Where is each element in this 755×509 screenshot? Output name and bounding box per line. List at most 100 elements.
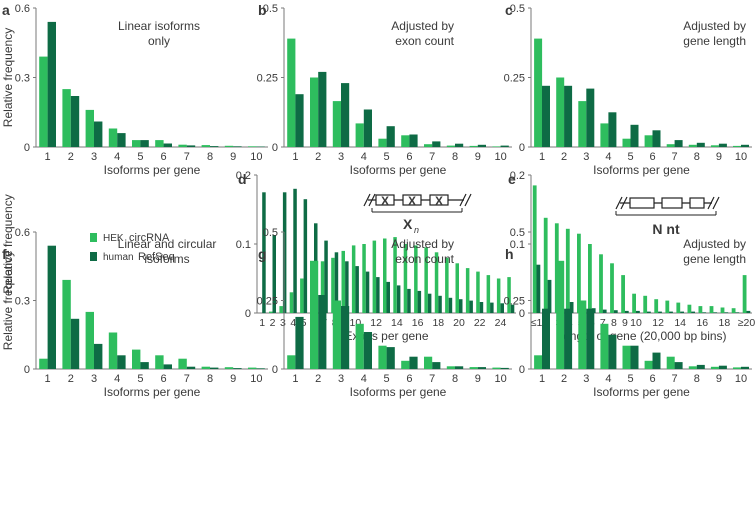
bar-refseq [647, 311, 651, 313]
panel-title-line: exon count [395, 252, 454, 266]
bar-hek [578, 101, 587, 147]
bar-refseq [602, 309, 607, 313]
bar-hek [401, 135, 410, 147]
bar-hek [492, 367, 501, 369]
panel-letter: e [508, 171, 516, 187]
bar-refseq [718, 143, 727, 147]
bar-hek [742, 275, 747, 313]
y-tick-label: 0.25 [257, 73, 278, 85]
bar-refseq [741, 144, 749, 147]
x-tick-label: 14 [391, 317, 403, 329]
y-tick-label: 0 [272, 142, 278, 154]
x-tick-label: 8 [207, 151, 213, 163]
exon-box [429, 194, 449, 206]
y-tick-label: 0.3 [15, 296, 30, 308]
bar-hek [733, 145, 741, 147]
bar-refseq [564, 308, 573, 369]
bar-hek [424, 247, 428, 313]
x-tick-label: 3 [91, 151, 97, 163]
bar-hek [378, 345, 387, 369]
bar-hek [643, 295, 648, 314]
panel-letter: d [238, 171, 247, 187]
bar-refseq [455, 366, 464, 369]
bar-hek [476, 271, 480, 313]
bar-hek [310, 77, 319, 147]
bar-hek [289, 292, 294, 313]
bar-refseq [293, 188, 297, 313]
y-tick-label: 0.25 [257, 296, 278, 308]
x-tick-label: 6 [161, 373, 167, 385]
bar-refseq [324, 240, 328, 313]
exon-schematic-icon: X X XX n [363, 193, 472, 235]
y-axis-label: Relative frequency [1, 194, 15, 293]
bar-hek [351, 245, 356, 313]
schematic-slash [368, 193, 376, 207]
bar-refseq [417, 290, 422, 313]
bar-hek [720, 307, 725, 313]
bar-hek [383, 238, 387, 313]
x-tick-label: 10 [250, 373, 262, 385]
x-tick-label: 1 [45, 373, 51, 385]
bar-hek [155, 140, 164, 147]
x-tick-label: 7 [184, 373, 190, 385]
x-tick-label: 2 [315, 151, 321, 163]
exon-box [375, 194, 395, 206]
panel-title-line: gene length [683, 34, 746, 48]
y-tick-label: 0.2 [510, 170, 525, 182]
bar-hek [132, 140, 141, 147]
bar-refseq [94, 121, 103, 147]
bar-hek [155, 355, 164, 369]
bar-refseq [586, 308, 595, 369]
bar-hek [556, 77, 565, 147]
y-tick-label: 0 [24, 142, 30, 154]
bar-hek [85, 109, 94, 147]
schematic-slash [712, 196, 720, 210]
y-tick-label: 0 [245, 308, 251, 320]
bar-hek [372, 240, 377, 313]
x-tick-label: 6 [406, 151, 412, 163]
x-tick-label: 12 [370, 317, 382, 329]
bar-refseq [334, 252, 339, 313]
x-tick-label: 3 [583, 151, 589, 163]
bar-hek [132, 349, 141, 369]
y-tick-label: 0.5 [510, 227, 525, 239]
gene-length-label: N nt [652, 221, 680, 237]
x-tick-label: 6 [406, 373, 412, 385]
x-tick-label: 1 [259, 317, 265, 329]
bar-refseq [272, 235, 276, 313]
bar-refseq [233, 146, 242, 147]
bar-hek [248, 367, 257, 369]
panel-title-line: exon count [395, 34, 454, 48]
bar-hek [632, 293, 636, 313]
legend: HEK circRNA human RefSeq [90, 232, 175, 263]
bar-hek [108, 332, 118, 369]
x-axis-label: Isoforms per gene [593, 163, 690, 177]
bar-hek [378, 138, 387, 147]
bar-refseq [718, 365, 727, 369]
bar-hek [62, 279, 71, 369]
bar-refseq [713, 312, 718, 313]
bar-hek [665, 300, 670, 313]
bar-hek [401, 360, 410, 369]
y-tick-label: 0 [519, 142, 525, 154]
bar-hek [62, 89, 71, 147]
exon-count-subscript: n [414, 225, 419, 235]
x-tick-label: 18 [432, 317, 444, 329]
bar-refseq [210, 367, 219, 369]
bar-refseq [70, 96, 80, 147]
x-axis-label: Isoforms per gene [350, 385, 447, 399]
bar-hek [320, 261, 325, 314]
bar-hek [698, 306, 703, 313]
bar-hek [666, 144, 675, 147]
bar-refseq [233, 368, 242, 369]
bar-hek [331, 257, 335, 313]
bar-refseq [569, 302, 574, 313]
exon-glyph: X [408, 194, 416, 208]
x-tick-label: 2 [315, 373, 321, 385]
x-tick-label: 20 [453, 317, 465, 329]
bar-hek [534, 355, 543, 369]
x-tick-label: 1 [539, 151, 545, 163]
exon-box [402, 194, 422, 206]
x-tick-label: 4 [605, 373, 611, 385]
